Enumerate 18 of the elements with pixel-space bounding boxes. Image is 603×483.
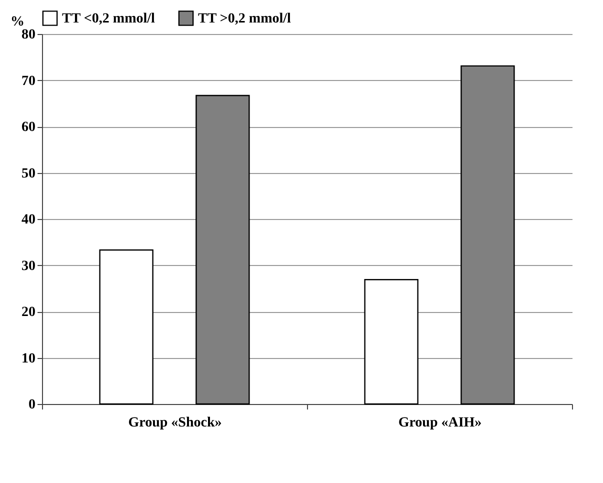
bar	[460, 65, 515, 405]
bar	[364, 278, 418, 405]
y-tick-label: 70	[22, 74, 36, 89]
x-tick-label: Group «Shock»	[128, 416, 222, 430]
y-tick-label: 10	[22, 351, 36, 366]
bar	[99, 249, 154, 405]
bar	[196, 94, 250, 405]
y-tick-label: 40	[22, 212, 36, 228]
y-tick-label: 80	[22, 28, 36, 42]
y-axis-title: %	[10, 14, 24, 30]
legend-label: TT >0,2 mmol/l	[198, 11, 292, 26]
y-tick-label: 50	[22, 166, 36, 182]
y-tick-label: 20	[22, 305, 36, 320]
y-tick-label: 0	[28, 398, 36, 412]
x-tick-label: Group «AIH»	[398, 416, 482, 430]
y-tick-label: 60	[22, 120, 36, 135]
y-tick-label: 30	[22, 258, 36, 274]
legend-label: TT <0,2 mmol/l	[62, 11, 156, 26]
